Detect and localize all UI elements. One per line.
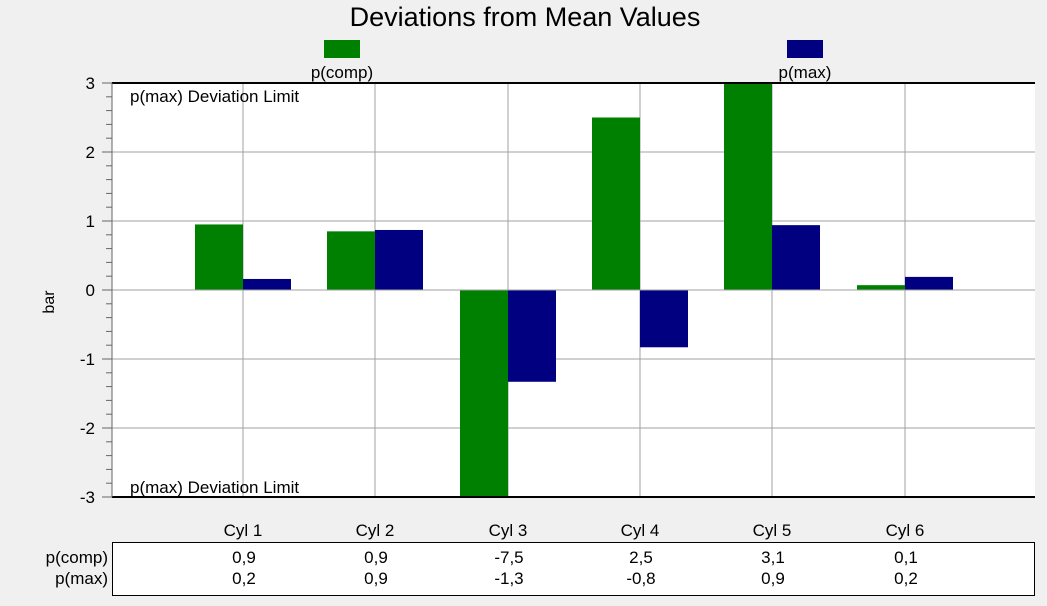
category-label: Cyl 6: [886, 521, 925, 540]
y-tick-label: -3: [80, 488, 95, 507]
bar-pcomp-4: [592, 117, 640, 290]
bar-pmax-4: [640, 290, 688, 348]
y-axis-label: bar: [41, 290, 58, 314]
category-label: Cyl 5: [753, 521, 792, 540]
bar-pmax-5: [772, 225, 820, 290]
bar-pcomp-5: [724, 83, 772, 290]
bar-pmax-2: [375, 229, 423, 290]
table-cell: 3,1: [761, 548, 785, 567]
legend-swatch: [324, 40, 360, 58]
bar-pcomp-2: [327, 231, 375, 290]
bar-pmax-6: [905, 276, 953, 290]
table-cell: -0,8: [626, 569, 656, 588]
bar-pmax-3: [508, 290, 556, 382]
legend-label: p(max): [779, 63, 832, 82]
deviation-chart: Deviations from Mean Values p(comp) p(max…: [41, 2, 1035, 540]
table-row-label: p(comp): [45, 548, 108, 567]
category-label: Cyl 1: [224, 521, 263, 540]
y-tick-label: -2: [80, 419, 95, 438]
values-table: p(comp) 0,9 0,9 -7,5 2,5 3,1 0,1 p(max) 0,2 0,9 -1…: [46, 542, 1035, 596]
legend: p(comp) p(max): [311, 40, 832, 82]
table-cell: 0,1: [894, 548, 918, 567]
table-cell: 0,9: [364, 569, 388, 588]
bar-pcomp-3: [460, 290, 508, 497]
category-label: Cyl 3: [489, 521, 528, 540]
legend-label: p(comp): [311, 63, 373, 82]
category-label: Cyl 4: [621, 521, 660, 540]
y-tick-label: 0: [86, 281, 95, 300]
table-cell: 0,9: [364, 548, 388, 567]
y-tick-label: 3: [86, 74, 95, 93]
chart-title: Deviations from Mean Values: [350, 2, 701, 32]
table-row-label: p(max): [55, 569, 108, 588]
y-tick-label: -1: [80, 350, 95, 369]
bar-pmax-1: [243, 278, 291, 290]
bar-pcomp-1: [195, 224, 243, 290]
table-cell: 0,9: [232, 548, 256, 567]
category-label: Cyl 2: [356, 521, 395, 540]
y-tick-label: 2: [86, 143, 95, 162]
bar-pcomp-6: [857, 285, 905, 290]
plot-area: 3 2 1 0 -1 -2 -3 p(max) Deviation Limit p(max) D…: [80, 74, 1035, 540]
table-cell: 0,9: [761, 569, 785, 588]
upper-limit-label: p(max) Deviation Limit: [130, 87, 299, 106]
table-cell: -1,3: [494, 569, 524, 588]
y-tick-label: 1: [86, 212, 95, 231]
table-cell: 0,2: [894, 569, 918, 588]
lower-limit-label: p(max) Deviation Limit: [130, 478, 299, 497]
table-cell: 0,2: [232, 569, 256, 588]
table-cell: 2,5: [629, 548, 653, 567]
legend-swatch: [787, 40, 823, 58]
table-cell: -7,5: [494, 548, 524, 567]
